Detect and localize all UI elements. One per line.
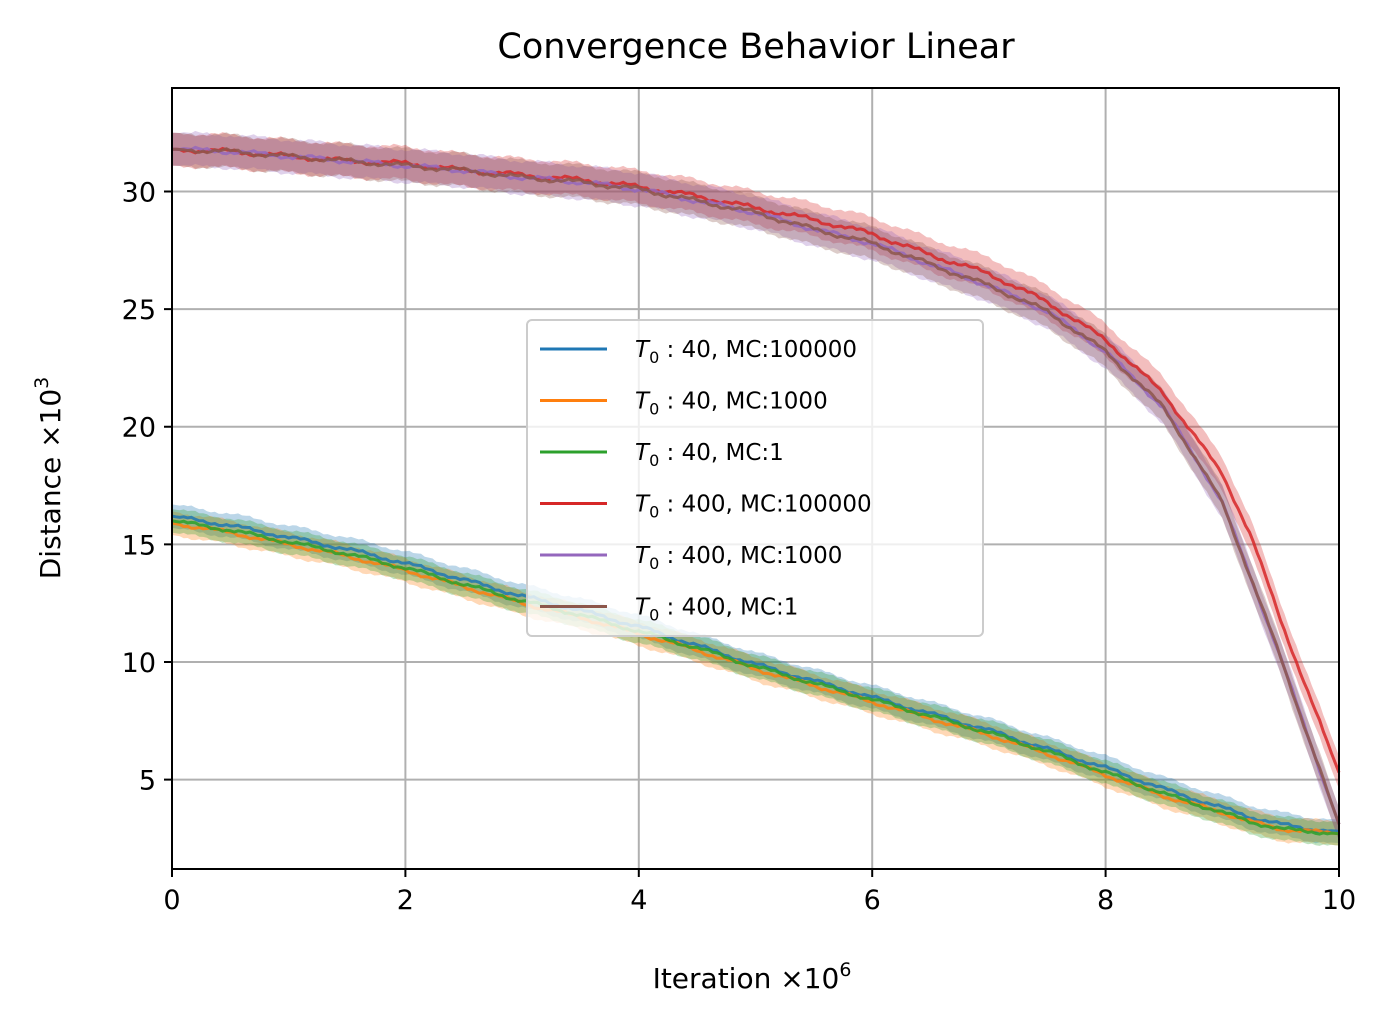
x-axis-ticks: 0 2 4 6 8 10 — [163, 869, 1356, 916]
legend: T0 : 40, MC:100000 T0 : 40, MC:1000 T0 : 4… — [526, 319, 984, 637]
x-tick-label: 10 — [1322, 885, 1356, 916]
legend-label: T0 : 40, MC:100000 — [635, 337, 857, 367]
y-tick-label: 30 — [122, 178, 156, 209]
series-line — [171, 147, 1341, 825]
x-tick-label: 2 — [397, 885, 414, 916]
plot-frame — [171, 87, 1340, 870]
x-tick-label: 4 — [630, 885, 647, 916]
chart-title: Convergence Behavior Linear — [497, 27, 1015, 67]
x-tick-label: 8 — [1097, 885, 1114, 916]
legend-label: T0 : 40, MC:1000 — [635, 389, 828, 419]
y-axis-ticks: 5 10 15 20 25 30 — [122, 178, 172, 797]
series-line — [171, 519, 1340, 836]
series-line — [171, 514, 1340, 834]
y-axis-label: Distance ×103 — [31, 377, 67, 580]
y-tick-label: 25 — [122, 295, 156, 326]
x-tick-label: 0 — [163, 885, 180, 916]
confidence-band — [172, 504, 1339, 844]
legend-label: T0 : 400, MC:100000 — [635, 492, 872, 522]
confidence-band — [172, 509, 1339, 846]
y-tick-label: 15 — [122, 530, 156, 561]
confidence-band — [172, 511, 1339, 846]
legend-label: T0 : 400, MC:1 — [635, 595, 798, 625]
x-axis-label: Iteration ×106 — [653, 959, 852, 995]
legend-label: T0 : 400, MC:1000 — [635, 543, 842, 573]
y-tick-label: 10 — [122, 648, 156, 679]
y-tick-label: 5 — [139, 766, 156, 797]
series-lines — [171, 145, 1341, 836]
x-tick-label: 6 — [864, 885, 881, 916]
legend-label: T0 : 40, MC:1 — [635, 440, 784, 470]
legend-box — [526, 319, 984, 637]
y-tick-label: 20 — [122, 413, 156, 444]
confidence-band — [172, 132, 1339, 790]
